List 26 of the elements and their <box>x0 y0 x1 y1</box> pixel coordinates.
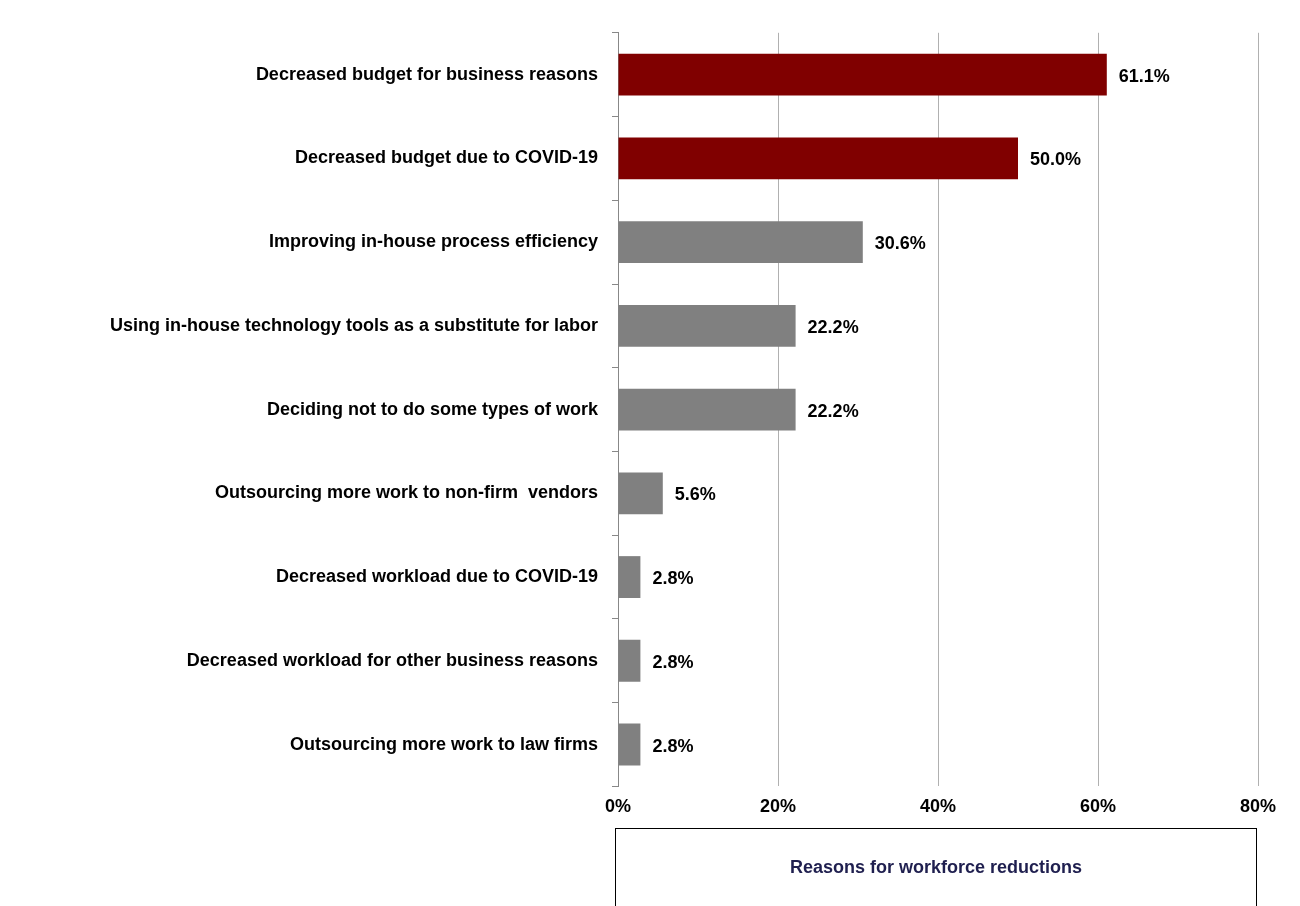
data-label: 2.8% <box>652 568 694 589</box>
data-label: 50.0% <box>1030 149 1082 170</box>
data-label: 2.8% <box>652 651 694 672</box>
y-tick-label: Decreased workload for other business reasons <box>186 649 598 670</box>
x-tick-label: 60% <box>1079 796 1117 817</box>
y-tick-label: Deciding not to do some types of work <box>266 398 599 419</box>
data-label: 22.2% <box>807 400 859 421</box>
data-label: 61.1% <box>1118 65 1170 86</box>
y-tick-label: Improving in-house process efficiency <box>268 231 598 252</box>
data-label: 2.8% <box>652 735 694 756</box>
bar <box>618 53 1107 96</box>
y-tick-label: Decreased budget due to COVID-19 <box>294 147 598 168</box>
x-tick-label: 40% <box>919 796 957 817</box>
y-tick-label: Decreased workload due to COVID-19 <box>275 566 598 587</box>
data-label: 22.2% <box>807 316 859 337</box>
x-tick-label: 0% <box>604 796 632 817</box>
x-axis-title: Reasons for workforce reductions <box>615 828 1257 906</box>
x-tick-label: 80% <box>1239 796 1277 817</box>
y-tick-label: Using in-house technology tools as a substitute for labor <box>109 314 598 335</box>
data-label: 5.6% <box>674 484 716 505</box>
data-label: 30.6% <box>874 233 926 254</box>
y-tick-label: Outsourcing more work to law firms <box>289 733 598 754</box>
bar <box>618 137 1018 180</box>
y-tick-label: Decreased budget for business reasons <box>255 63 598 84</box>
y-tick-label: Outsourcing more work to non-firm vendors <box>214 482 598 503</box>
x-tick-label: 20% <box>759 796 797 817</box>
